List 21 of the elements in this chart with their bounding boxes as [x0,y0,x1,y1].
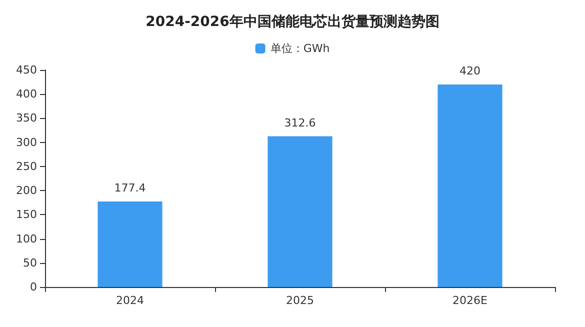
y-tick-label: 200 [16,184,37,198]
y-tick-label: 400 [16,88,37,101]
y-tick-label: 450 [16,64,37,76]
legend-label: 单位：GWh [270,42,330,55]
x-tick-label: 2026E [452,294,488,307]
x-tick-label: 2024 [116,294,144,307]
bar [268,136,332,287]
y-tick-label: 300 [16,136,37,149]
y-tick-label: 250 [16,160,37,173]
y-tick-label: 350 [16,112,37,125]
bar [438,84,502,287]
data-label: 312.6 [284,116,316,130]
y-tick-label: 100 [16,232,37,246]
y-tick-label: 150 [16,208,37,222]
chart-title: 2024-2026年中国储能电芯出货量预测趋势图 [146,14,440,30]
x-tick-label: 2025 [286,294,314,307]
data-label: 177.4 [114,181,146,194]
y-tick-label: 0 [30,280,37,294]
data-label: 420 [460,64,480,78]
bar [98,201,162,287]
y-tick-label: 50 [23,256,37,270]
